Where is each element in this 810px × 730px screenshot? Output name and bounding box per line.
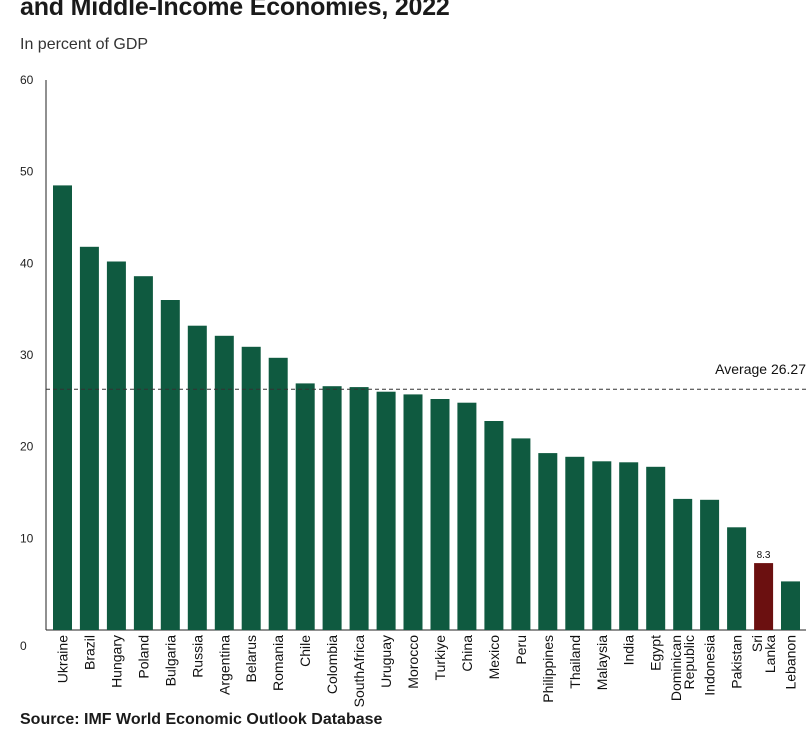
x-tick-label: Uruguay [378, 635, 394, 688]
bar-sri-lanka [754, 563, 774, 630]
bar-russia [187, 325, 207, 630]
bar-argentina [214, 335, 234, 631]
x-tick-label: Peru [513, 635, 529, 665]
bar-peru [511, 438, 531, 630]
x-tick-label: Mexico [486, 635, 502, 680]
bars [53, 185, 800, 631]
x-tick-label: Morocco [405, 635, 421, 689]
x-axis-labels: Ukraine Brazil Hungary Poland Bulgaria Russia… [55, 635, 799, 708]
x-tick-label: India [621, 635, 637, 666]
bar-ukraine [53, 185, 72, 630]
x-tick-label: SouthAfrica [351, 635, 367, 708]
x-tick-label: Ukraine [55, 635, 71, 683]
bar-uruguay [376, 391, 396, 630]
x-tick-label: Hungary [108, 635, 124, 688]
value-label: 8.3 [757, 550, 771, 561]
x-tick-label: Belarus [243, 635, 259, 682]
bar-poland [133, 276, 153, 630]
x-tick-label: Republic [681, 635, 697, 689]
x-tick-label: Colombia [324, 635, 340, 694]
bar-chile [295, 383, 315, 630]
bar-lebanon [781, 581, 800, 630]
bar-belarus [241, 346, 261, 631]
x-tick-label: Chile [297, 635, 313, 667]
bar-chart: 0 10 20 30 40 50 60 8.3 Average 26.27 Ukraine B… [20, 73, 806, 708]
bar-turkiye [430, 399, 450, 630]
x-tick-label: Philippines [540, 635, 556, 703]
bar-brazil [79, 246, 99, 631]
x-tick-label: Thailand [567, 635, 583, 689]
bar-mexico [484, 421, 504, 630]
average-label: Average 26.27 [715, 361, 806, 377]
chart-subtitle: In percent of GDP [20, 36, 149, 53]
x-tick-label: Sri [749, 635, 765, 652]
bar-india [619, 462, 639, 631]
x-tick-label: Bulgaria [162, 635, 178, 687]
bar-egypt [646, 466, 666, 630]
y-tick-label: 50 [20, 165, 34, 179]
y-tick-label: 20 [20, 440, 34, 454]
x-tick-label: Turkiye [432, 635, 448, 681]
y-tick-label: 30 [20, 348, 34, 362]
bar-pakistan [727, 527, 747, 630]
y-tick-label: 0 [20, 639, 27, 653]
x-tick-label: Romania [270, 635, 286, 691]
x-tick-label: China [459, 635, 475, 672]
bar-indonesia [700, 499, 720, 630]
bar-morocco [403, 394, 423, 630]
x-tick-label: Egypt [648, 635, 664, 671]
bar-hungary [106, 261, 126, 630]
chart-title: and Middle-Income Economies, 2022 [20, 0, 450, 21]
bar-colombia [322, 386, 342, 630]
bar-romania [268, 357, 288, 631]
bar-china [457, 402, 477, 630]
bar-philippines [538, 453, 558, 630]
y-tick-label: 40 [20, 256, 34, 270]
bar-southafrica [349, 387, 369, 630]
y-tick-label: 10 [20, 531, 34, 545]
x-tick-label: Pakistan [729, 635, 745, 689]
source-note: Source: IMF World Economic Outlook Datab… [20, 711, 383, 728]
bar-thailand [565, 456, 585, 631]
bar-bulgaria [160, 300, 180, 630]
x-tick-label: Indonesia [702, 635, 718, 696]
x-tick-label: Dominican [668, 635, 684, 701]
x-tick-label: Poland [135, 635, 151, 679]
x-tick-label: Malaysia [594, 635, 610, 690]
y-tick-label: 60 [20, 73, 34, 87]
x-tick-label: Brazil [81, 635, 97, 670]
y-axis-ticks: 0 10 20 30 40 50 60 [20, 73, 34, 653]
bar-dominican-republic [673, 498, 693, 630]
bar-malaysia [592, 461, 612, 630]
x-tick-label: Lanka [762, 635, 778, 673]
value-labels: 8.3 [757, 550, 771, 561]
x-tick-label: Lebanon [783, 635, 799, 690]
x-tick-label: Russia [189, 635, 205, 678]
x-tick-label: Argentina [216, 635, 232, 695]
